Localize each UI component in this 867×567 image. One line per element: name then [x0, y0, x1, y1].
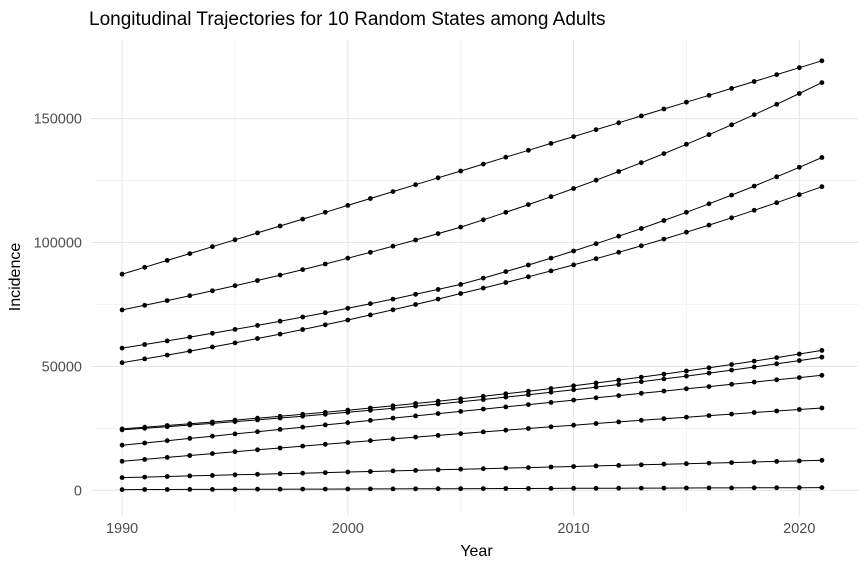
- x-axis-title-text: Year: [460, 543, 493, 560]
- trajectory-state-10: [119, 485, 825, 492]
- trajectory-state-2: [119, 80, 825, 313]
- trajectory-state-3: [119, 155, 825, 351]
- y-tick-label: 50000: [42, 359, 82, 375]
- trajectory-state-9: [119, 457, 825, 480]
- chart-title: Longitudinal Trajectories for 10 Random …: [89, 9, 606, 30]
- x-tick-label: 2000: [332, 521, 364, 537]
- y-tick-label: 0: [74, 483, 82, 499]
- trajectory-state-5: [119, 348, 825, 432]
- y-axis-title: Incidence: [7, 242, 24, 312]
- trajectory-state-1: [119, 58, 825, 277]
- trajectory-state-4: [119, 184, 825, 366]
- x-tick-label: 1990: [106, 521, 138, 537]
- gridlines-major: [91, 40, 858, 516]
- x-tick-label: 2020: [783, 521, 815, 537]
- y-tick-label: 150000: [34, 112, 82, 128]
- x-tick-label: 2010: [557, 521, 589, 537]
- data-series: [119, 58, 825, 492]
- trajectory-state-8: [119, 405, 825, 464]
- trajectory-state-6: [119, 354, 825, 433]
- gridlines-minor: [95, 40, 858, 512]
- y-tick-label: 100000: [34, 235, 82, 251]
- trajectory-state-7: [119, 372, 825, 448]
- x-axis-title: Year: [0, 543, 867, 561]
- axis-tick-labels: 1990 2000 2010 2020 0 50000 100000 150000: [34, 112, 816, 537]
